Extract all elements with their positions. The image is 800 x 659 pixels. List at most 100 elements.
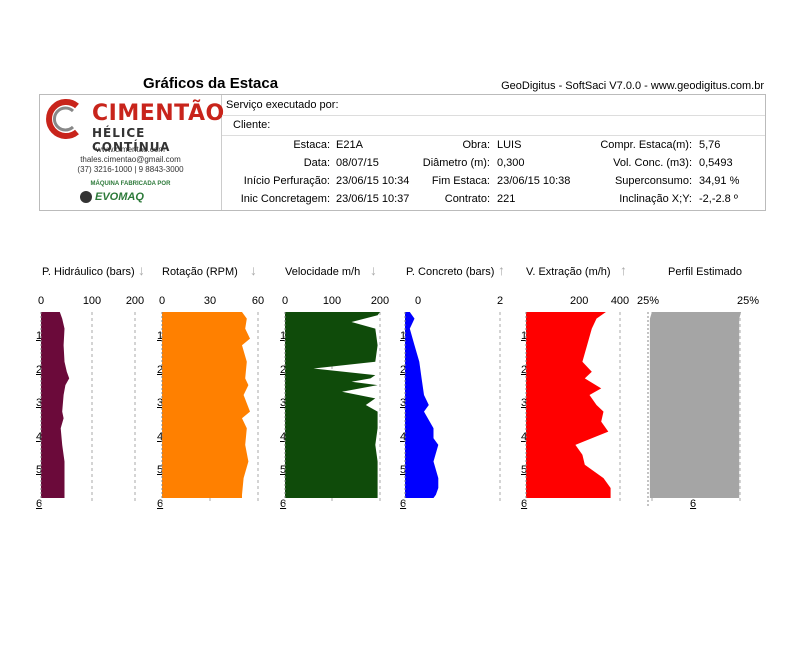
logo-phone: (37) 3216-1000 | 9 8843-3000: [77, 165, 184, 174]
depth-label: 5: [36, 464, 43, 476]
logo-maker: MÁQUINA FABRICADA POR: [90, 181, 171, 187]
tick-label: 2: [496, 295, 504, 307]
depth-label: 4: [521, 430, 528, 443]
depth-label: 6: [280, 497, 287, 510]
compr-label: Compr. Estaca(m):: [600, 139, 692, 151]
obra-label: Obra:: [462, 139, 490, 151]
inclinacao-label: Inclinação X;Y:: [619, 193, 692, 205]
divider: [222, 135, 765, 136]
depth-label: 5: [521, 464, 528, 476]
depth-label: 3: [400, 397, 407, 409]
cimentao-logo-icon: [46, 99, 79, 139]
data-label: Data:: [303, 157, 330, 169]
depth-label: 1: [36, 330, 43, 342]
inic-conc-value: 23/06/15 10:37: [336, 193, 410, 205]
tick-label: 200: [570, 295, 589, 307]
area-series-0: [41, 312, 70, 498]
company-logo: CIMENTÃO HÉLICE CONTÍNUA www.cimentao.co…: [40, 95, 225, 210]
chart-title-1: Rotação (RPM): [162, 266, 238, 278]
depth-label: 2: [280, 363, 287, 376]
evomaq-icon: [80, 191, 92, 203]
chart-title-2: Velocidade m/h: [285, 266, 361, 278]
depth-label: 4: [280, 430, 287, 443]
tick-label: 25%: [736, 295, 760, 307]
depth-label: 5: [157, 464, 164, 476]
volconc-value: 0,5493: [699, 157, 733, 169]
tick-label: 0: [415, 295, 422, 307]
area-series-5: [649, 312, 742, 498]
page-title: Gráficos da Estaca: [143, 75, 279, 92]
area-series-3: [405, 312, 439, 498]
arrow-down-icon: ↓: [250, 262, 257, 278]
arrow-down-icon: ↓: [370, 262, 377, 278]
depth-label: 5: [400, 464, 407, 476]
tick-label: 100: [322, 295, 342, 307]
logo-name: CIMENTÃO: [92, 101, 225, 126]
logo-subtitle: HÉLICE CONTÍNUA: [92, 126, 171, 154]
depth-label: 3: [36, 397, 43, 409]
fim-label: Fim Estaca:: [431, 175, 490, 187]
depth-label: 1: [157, 330, 164, 342]
compr-value: 5,76: [699, 139, 721, 151]
obra-value: LUIS: [497, 139, 522, 151]
diametro-value: 0,300: [497, 157, 525, 169]
logo-site: www.cimentao.com: [96, 145, 165, 154]
divider: [222, 115, 765, 116]
software-credit: GeoDigitus - SoftSaci V7.0.0 - www.geodi…: [501, 80, 764, 92]
chart-grid: [91, 312, 136, 502]
tick-label: 30: [203, 295, 217, 307]
depth-label: 6: [157, 497, 164, 510]
tick-label: 200: [125, 295, 145, 307]
depth-label: 6: [521, 497, 528, 510]
depth-label: 2: [400, 363, 407, 376]
cliente-label: Cliente:: [233, 119, 271, 131]
tick-label: 400: [610, 295, 630, 307]
depth-label: 1: [400, 330, 407, 342]
depth-label: 5: [280, 464, 287, 476]
tick-label: 200: [370, 295, 390, 307]
diametro-label: Diâmetro (m):: [422, 157, 490, 169]
tick-label: 0: [159, 295, 166, 307]
chart-title-4: V. Extração (m/h): [526, 266, 611, 278]
estaca-label: Estaca:: [293, 139, 330, 151]
logo-email: thales.cimentao@gmail.com: [80, 155, 181, 164]
evomaq-brand: EVOMAQ: [95, 191, 144, 203]
depth-label: 4: [400, 430, 407, 443]
depth-label: 4: [36, 430, 43, 443]
superconsumo-label: Superconsumo:: [614, 175, 692, 187]
area-series-1: [162, 312, 250, 498]
depth-label: 3: [521, 397, 528, 409]
area-series-2: [285, 312, 380, 498]
arrow-up-icon: ↑: [498, 262, 505, 278]
fim-value: 23/06/15 10:38: [497, 175, 571, 187]
chart-title-5: Perfil Estimado: [668, 266, 742, 278]
tick-label: 25%: [636, 295, 660, 307]
estaca-value: E21A: [336, 139, 363, 151]
arrow-up-icon: ↑: [620, 262, 627, 278]
servico-label: Serviço executado por:: [226, 99, 339, 111]
inicio-perf-label: Início Perfuração:: [243, 175, 330, 187]
contrato-label: Contrato:: [444, 193, 490, 205]
inic-conc-label: Inic Concretagem:: [240, 193, 330, 205]
depth-label: 3: [157, 397, 164, 409]
depth-label: 6: [400, 497, 407, 510]
data-value: 08/07/15: [336, 157, 379, 169]
chart-title-0: P. Hidráulico (bars): [42, 266, 135, 278]
inicio-perf-value: 23/06/15 10:34: [336, 175, 410, 187]
inclinacao-value: -2,-2.8 º: [699, 193, 738, 205]
superconsumo-value: 34,91 %: [699, 175, 740, 187]
depth-label: 2: [36, 363, 43, 376]
depth-label: 2: [157, 363, 164, 376]
depth-label: 1: [280, 330, 287, 342]
depth-label: 1: [521, 330, 528, 342]
header-box: CIMENTÃO HÉLICE CONTÍNUA www.cimentao.co…: [39, 94, 766, 211]
depth-label: 6: [36, 497, 43, 510]
depth-label: 6: [690, 497, 697, 510]
tick-label: 0: [38, 295, 45, 307]
depth-label: 3: [280, 397, 287, 409]
area-series-4: [526, 312, 611, 498]
chart-title-3: P. Concreto (bars): [406, 266, 495, 278]
volconc-label: Vol. Conc. (m3):: [613, 157, 692, 169]
arrow-down-icon: ↓: [138, 262, 145, 278]
